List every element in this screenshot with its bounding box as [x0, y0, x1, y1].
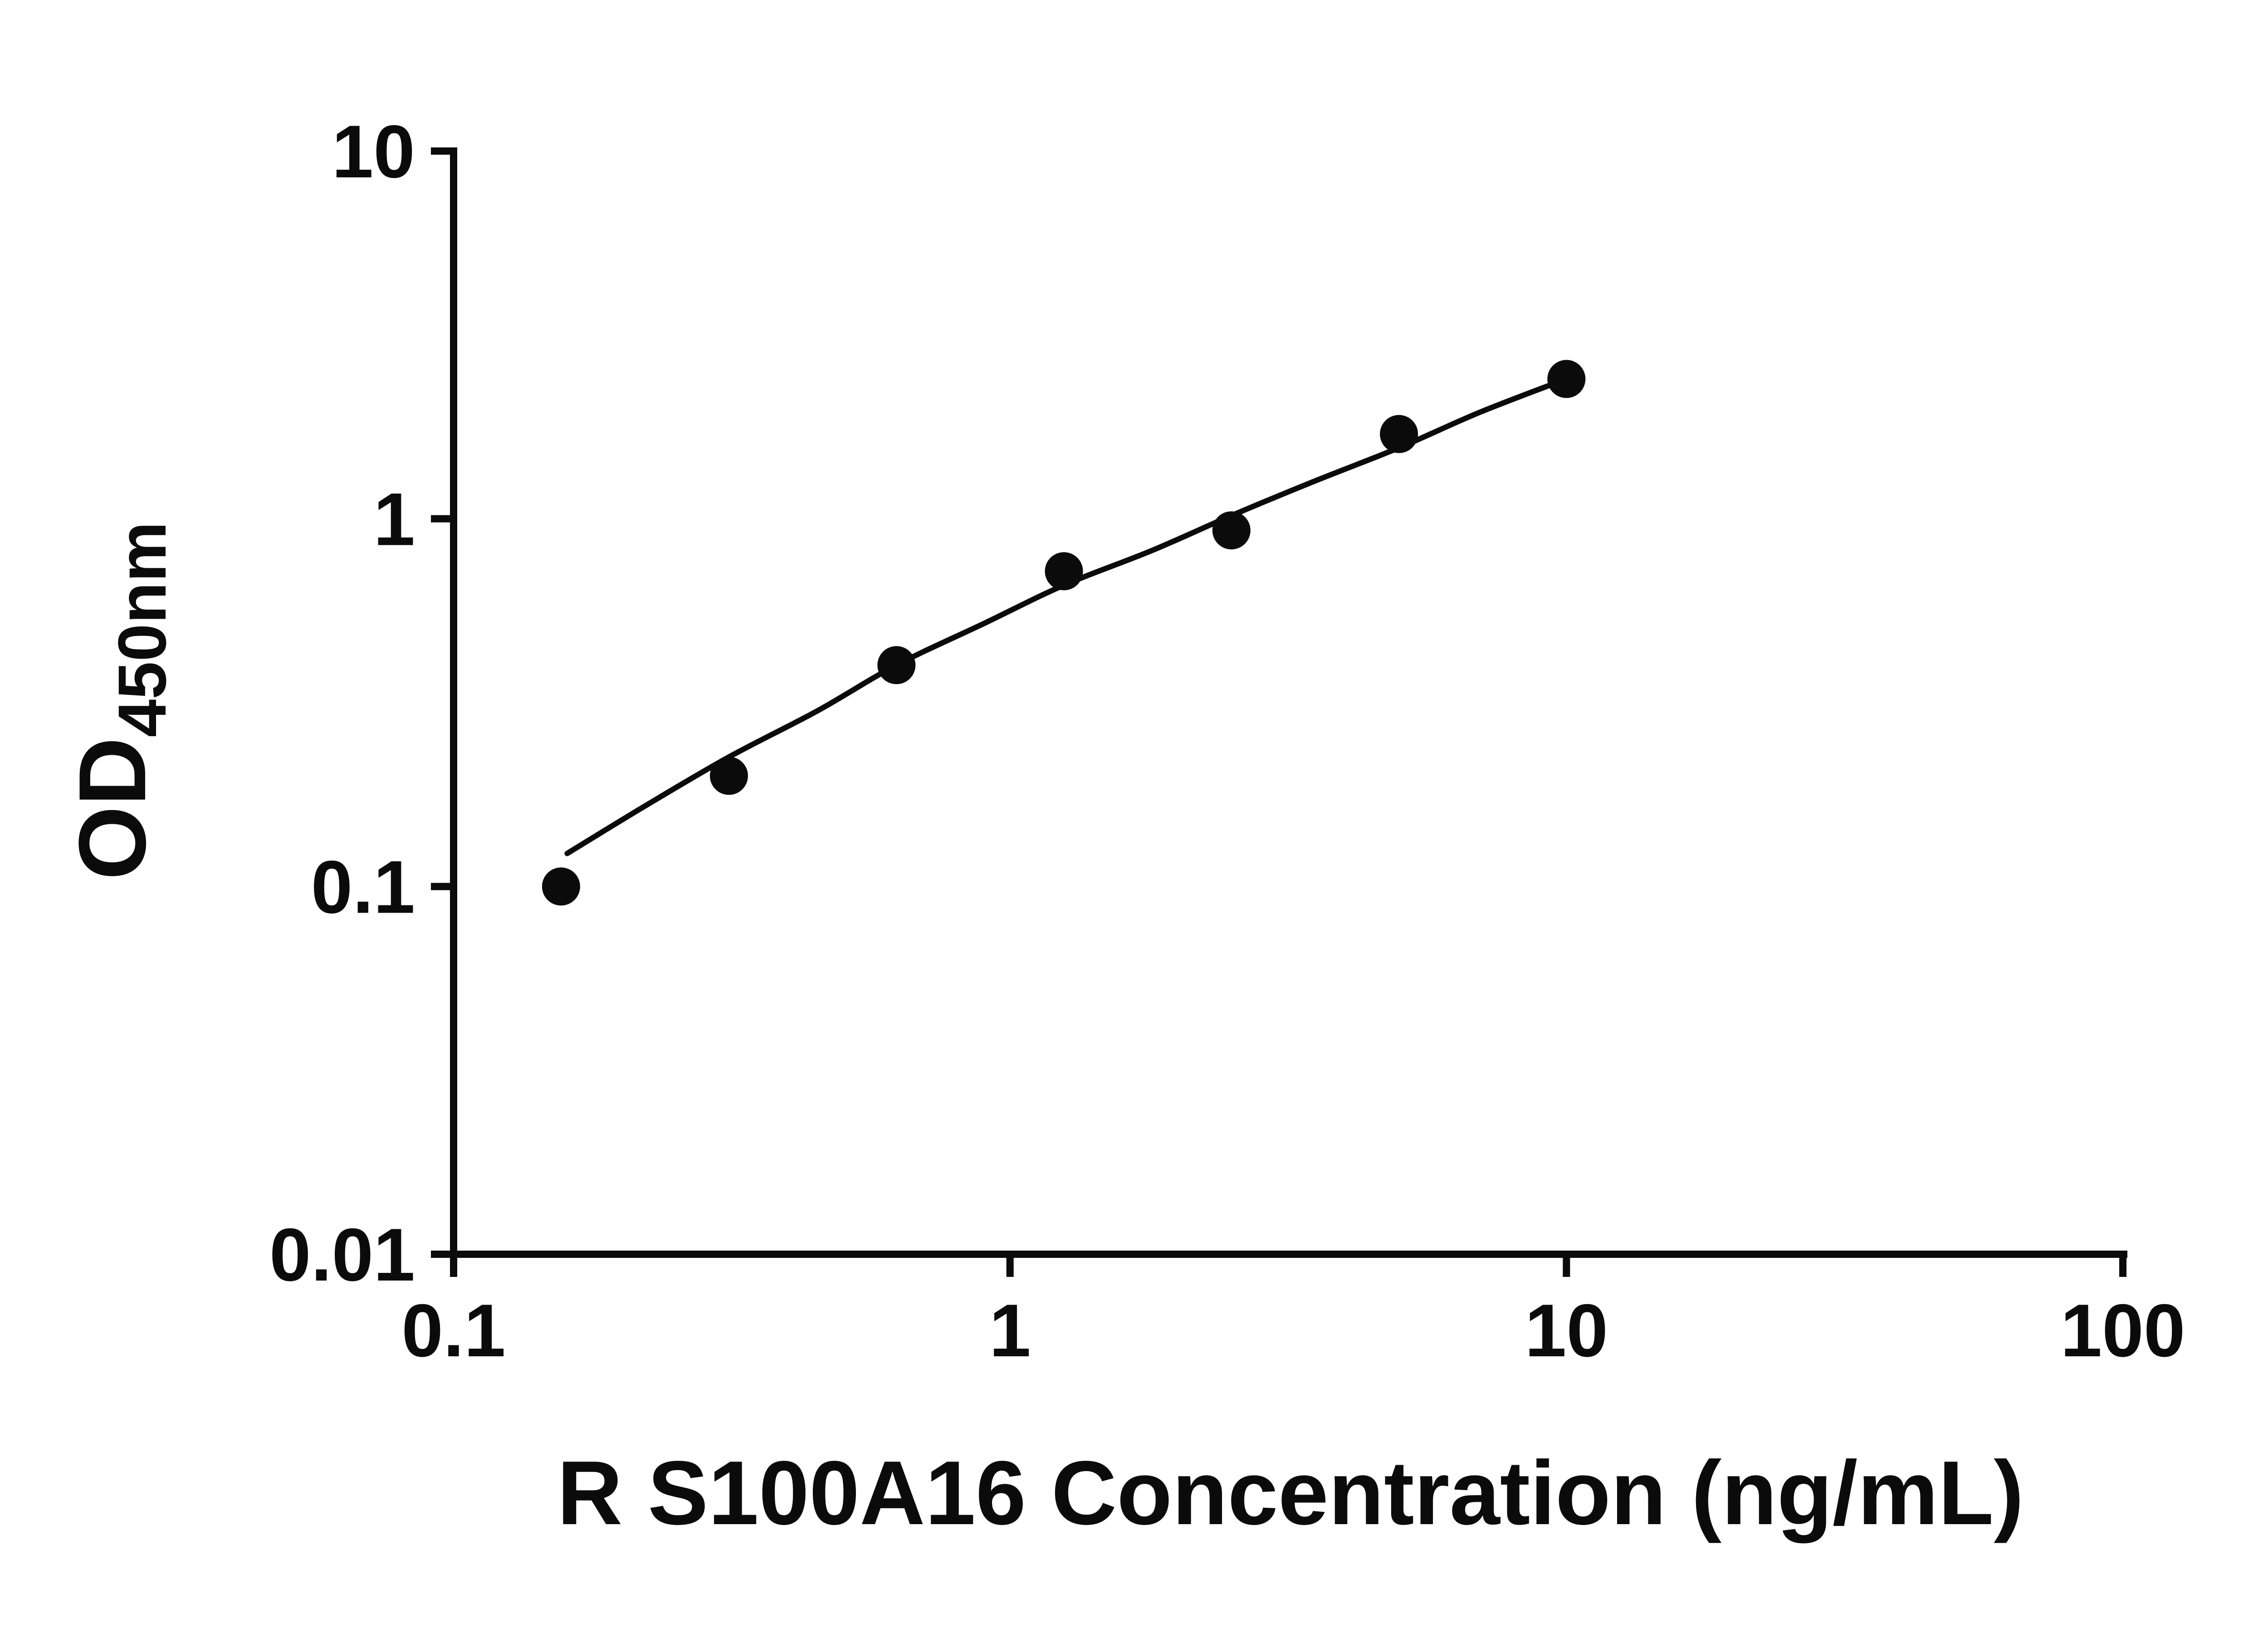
- data-point: [1547, 360, 1586, 398]
- data-point: [710, 757, 748, 795]
- data-point: [877, 646, 916, 684]
- y-tick-label: 0.1: [311, 845, 415, 929]
- x-tick-label: 10: [1525, 1289, 1608, 1372]
- data-points: [542, 360, 1586, 906]
- x-tick-label: 100: [2060, 1289, 2185, 1372]
- x-axis-ticks: 0.1 1 10 100: [401, 1254, 2185, 1372]
- y-tick-label: 10: [332, 110, 415, 193]
- data-point: [1380, 415, 1418, 453]
- y-axis-title-subscript: 450nm: [104, 522, 180, 737]
- axes: [450, 147, 2127, 1258]
- data-point: [1212, 511, 1251, 550]
- y-axis-ticks: 0.01 0.1 1 10: [269, 110, 454, 1296]
- x-tick-label: 0.1: [401, 1289, 505, 1372]
- data-point: [1045, 552, 1083, 591]
- y-axis-title: OD450nm: [59, 522, 180, 880]
- x-tick-label: 1: [989, 1289, 1031, 1372]
- y-axis-title-main: OD: [59, 737, 166, 880]
- y-tick-label: 0.01: [269, 1213, 415, 1296]
- data-point: [542, 867, 580, 906]
- y-tick-label: 1: [373, 478, 415, 561]
- x-axis-title: R S100A16 Concentration (ng/mL): [557, 1442, 2024, 1544]
